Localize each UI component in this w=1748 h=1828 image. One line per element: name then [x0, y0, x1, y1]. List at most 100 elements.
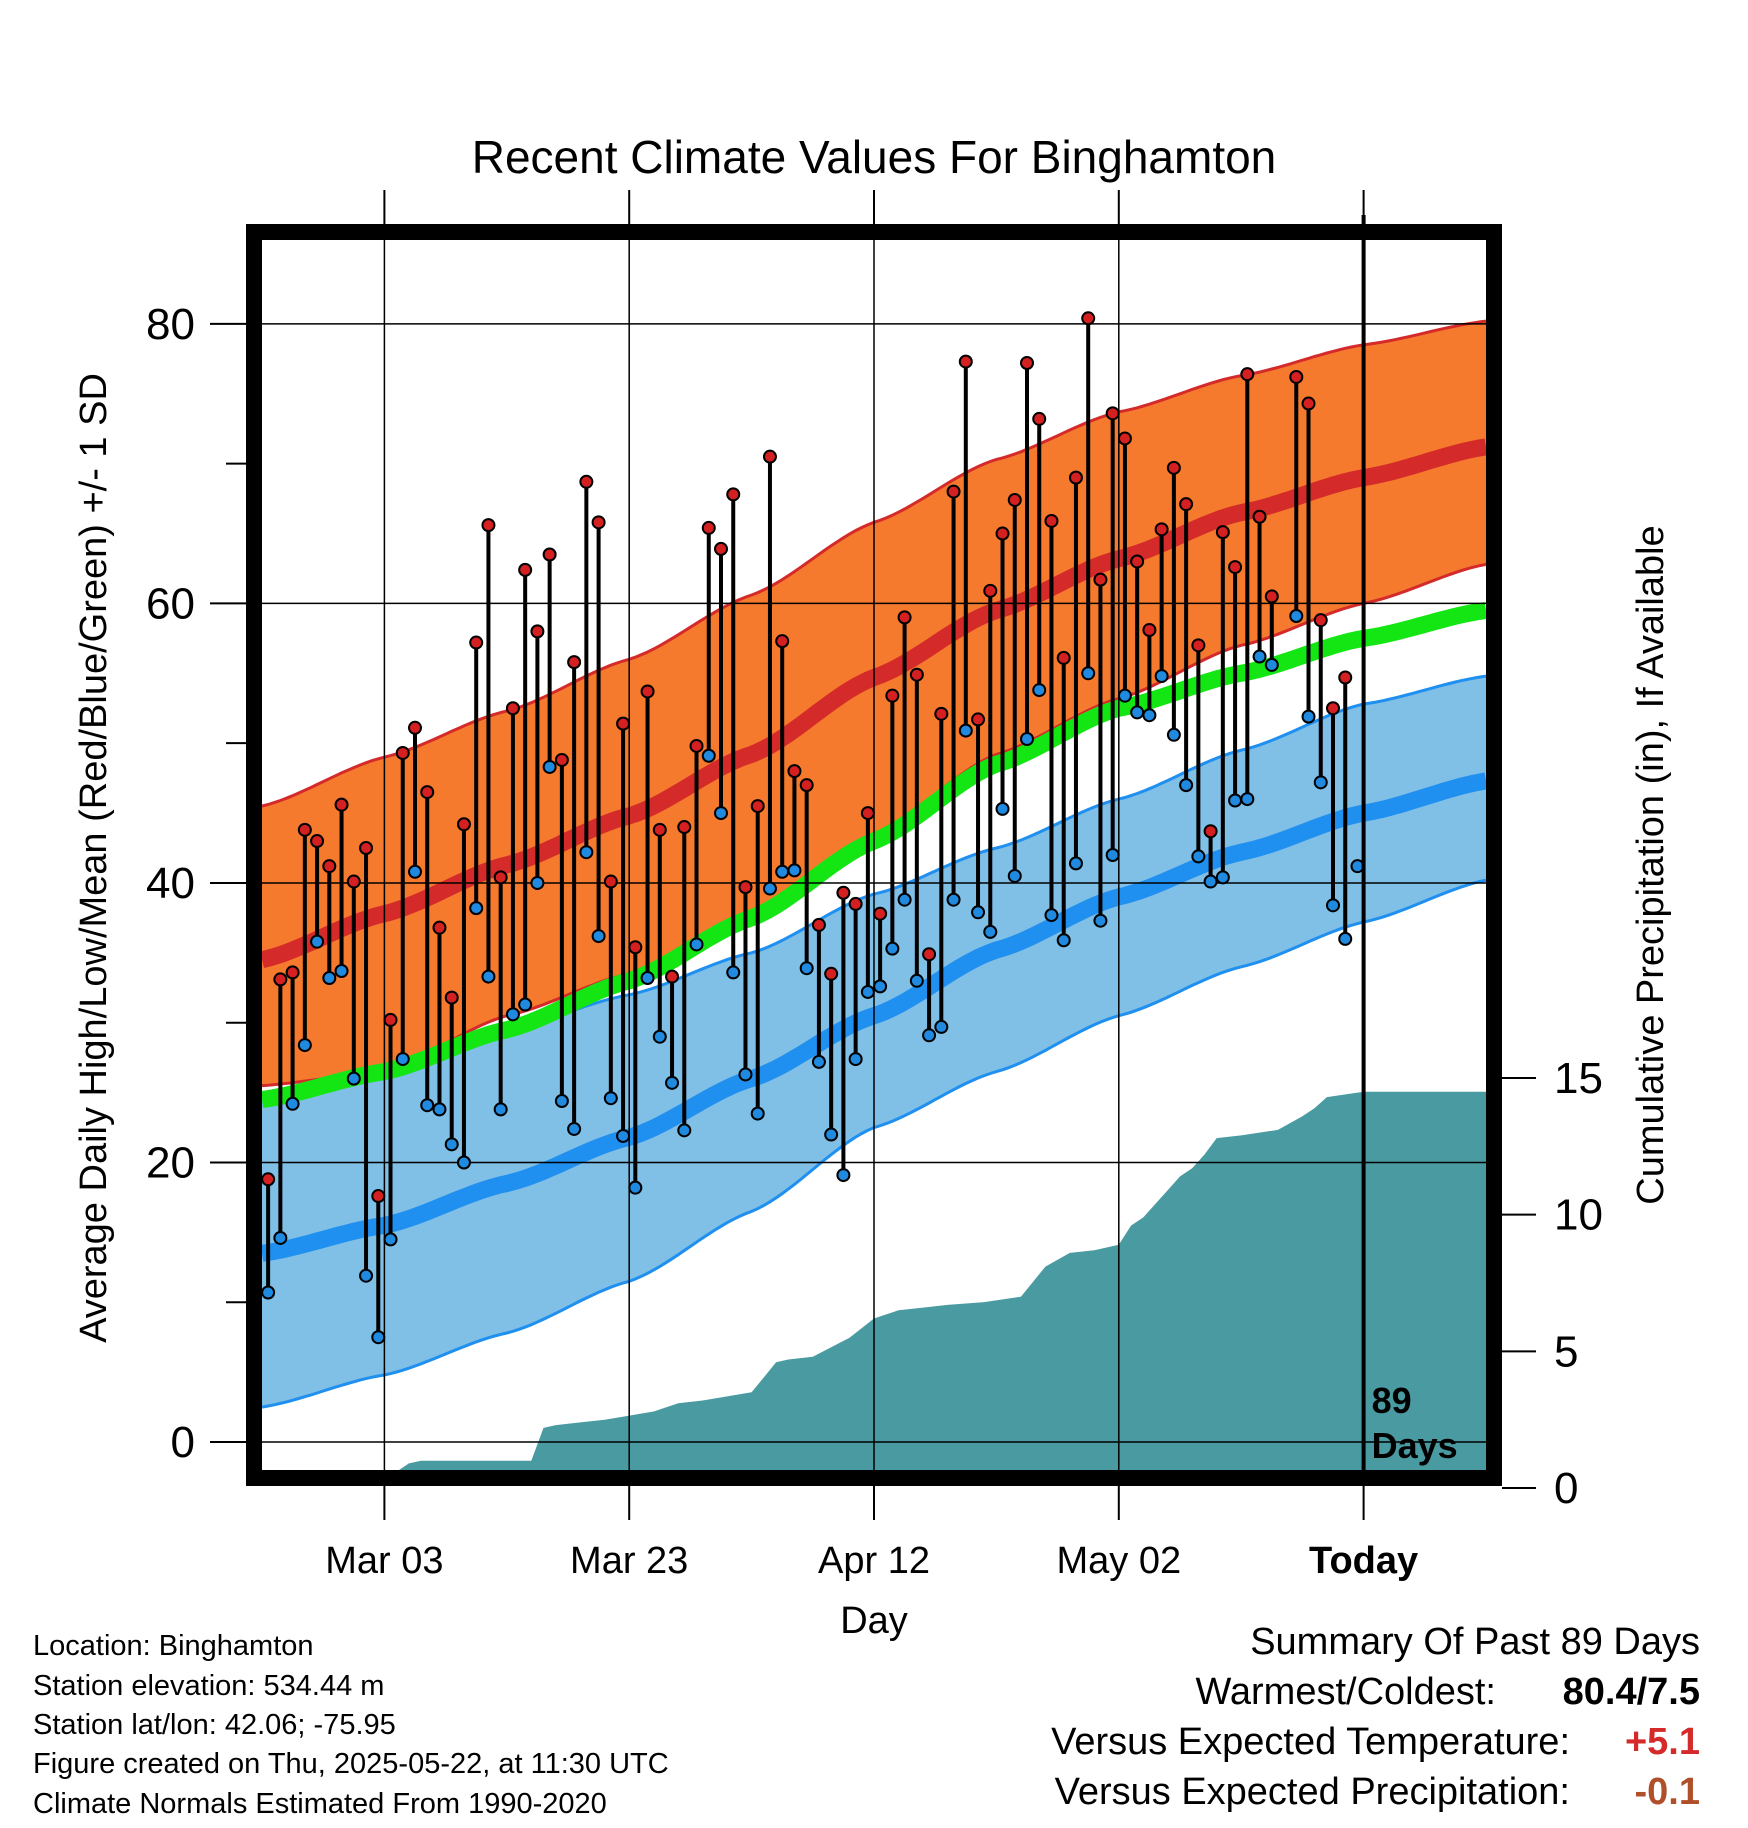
daily-high-point [775, 634, 790, 649]
summary-precip-value: -0.1 [1634, 1771, 1700, 1813]
y-tick-label: 80 [146, 300, 195, 349]
daily-low-point [1020, 731, 1034, 746]
daily-low-point [505, 1007, 520, 1022]
daily-low-point [652, 1029, 667, 1044]
daily-low-point [811, 1054, 826, 1069]
axes: 0 20 40 60 80 0 5 10 15 Mar 03 Mar 23 Apr 12 May 02 T… [146, 190, 1603, 1582]
daily-low-point [334, 964, 349, 979]
daily-low-point [995, 801, 1010, 816]
daily-low-point [1142, 708, 1157, 723]
daily-high-point [408, 720, 422, 735]
daily-low-point [640, 971, 655, 985]
daily-high-point [1338, 670, 1353, 685]
daily-high-point [542, 547, 557, 562]
daily-low-point [1093, 913, 1108, 928]
daily-low-point [542, 759, 557, 774]
daily-low-point [1191, 849, 1206, 864]
daily-high-point [1130, 554, 1145, 569]
daily-low-point [860, 984, 875, 999]
daily-high-point [665, 969, 680, 984]
daily-high-point [322, 859, 337, 874]
daily-high-point [591, 515, 606, 530]
daily-high-point [848, 896, 863, 911]
daily-high-point [346, 874, 361, 889]
summary-precip-label: Versus Expected Precipitation: [1054, 1771, 1570, 1813]
daily-low-point [273, 1230, 288, 1245]
daily-low-point [1105, 848, 1120, 862]
daily-high-point [824, 966, 839, 981]
x-tick-label: Today [1309, 1540, 1418, 1582]
daily-high-point [811, 917, 826, 932]
daily-high-point [262, 1172, 276, 1187]
daily-low-point [1117, 688, 1132, 703]
daily-low-point [285, 1096, 300, 1111]
daily-high-point [726, 487, 741, 502]
daily-high-point [640, 684, 655, 699]
daily-low-point [1081, 666, 1096, 681]
daily-high-point [1166, 460, 1181, 475]
daily-high-point [285, 965, 300, 980]
y2-tick-label: 10 [1554, 1191, 1603, 1240]
daily-low-point [897, 892, 912, 907]
daily-high-point [518, 562, 533, 577]
daily-high-point [1215, 525, 1230, 540]
daily-high-point [616, 716, 631, 731]
daily-high-point [444, 990, 459, 1005]
daily-high-point [958, 354, 973, 369]
daily-low-point [420, 1098, 435, 1113]
daily-low-point [456, 1155, 471, 1170]
daily-high-point [628, 940, 643, 955]
daily-low-point [1240, 792, 1255, 807]
daily-high-point [383, 1012, 398, 1027]
daily-high-point [836, 885, 851, 900]
daily-low-point [518, 997, 533, 1012]
daily-high-point [273, 972, 288, 987]
info-latlon: Station lat/lon: 42.06; -75.95 [33, 1709, 396, 1741]
daily-low-point [1044, 908, 1059, 923]
daily-high-point [1032, 411, 1047, 426]
info-created: Figure created on Thu, 2025-05-22, at 11… [33, 1748, 669, 1780]
plot-frame [246, 224, 1502, 1486]
daily-low-point [922, 1028, 937, 1043]
y2-axis-label: Cumulative Precipitation (in), If Availa… [1630, 525, 1672, 1204]
daily-high-point [1326, 701, 1340, 716]
daily-low-point [762, 881, 777, 896]
daily-low-point [1338, 931, 1353, 946]
daily-high-point [481, 518, 496, 533]
info-elevation: Station elevation: 534.44 m [33, 1670, 385, 1702]
daily-high-point [359, 841, 374, 856]
precip-area [398, 1091, 1486, 1470]
daily-low-point [1007, 868, 1022, 883]
daily-low-point [408, 864, 422, 879]
daily-low-point [824, 1127, 839, 1142]
daily-high-point [530, 624, 545, 639]
x-tick-label: Mar 03 [325, 1540, 443, 1582]
daily-high-point [873, 906, 888, 921]
info-normals: Climate Normals Estimated From 1990-2020 [33, 1788, 607, 1820]
daily-high-point [995, 526, 1010, 541]
x-tick-label: May 02 [1056, 1540, 1181, 1582]
daily-high-point [1252, 509, 1267, 524]
daily-high-point [1289, 369, 1304, 384]
chart-title: Recent Climate Values For Binghamton [472, 131, 1277, 183]
daily-high-point [1203, 824, 1218, 839]
y-tick-label: 40 [146, 859, 195, 908]
daily-high-point [1044, 513, 1059, 528]
daily-low-point [1130, 705, 1145, 720]
daily-low-point [530, 875, 545, 890]
y-tick-label: 20 [146, 1139, 195, 1188]
daily-high-point [885, 688, 900, 703]
daily-low-point [628, 1180, 643, 1195]
daily-high-point [371, 1189, 386, 1204]
daily-high-point [860, 806, 875, 821]
daily-low-point [1032, 683, 1047, 698]
daily-low-point [554, 1094, 569, 1108]
daily-low-point [432, 1102, 447, 1117]
daily-low-point [444, 1137, 459, 1152]
summary-warmest-label: Warmest/Coldest: [1195, 1671, 1496, 1713]
daily-low-point [689, 937, 704, 952]
daily-high-point [1081, 311, 1096, 326]
daily-high-point [1117, 431, 1132, 446]
daily-low-point [395, 1052, 410, 1067]
